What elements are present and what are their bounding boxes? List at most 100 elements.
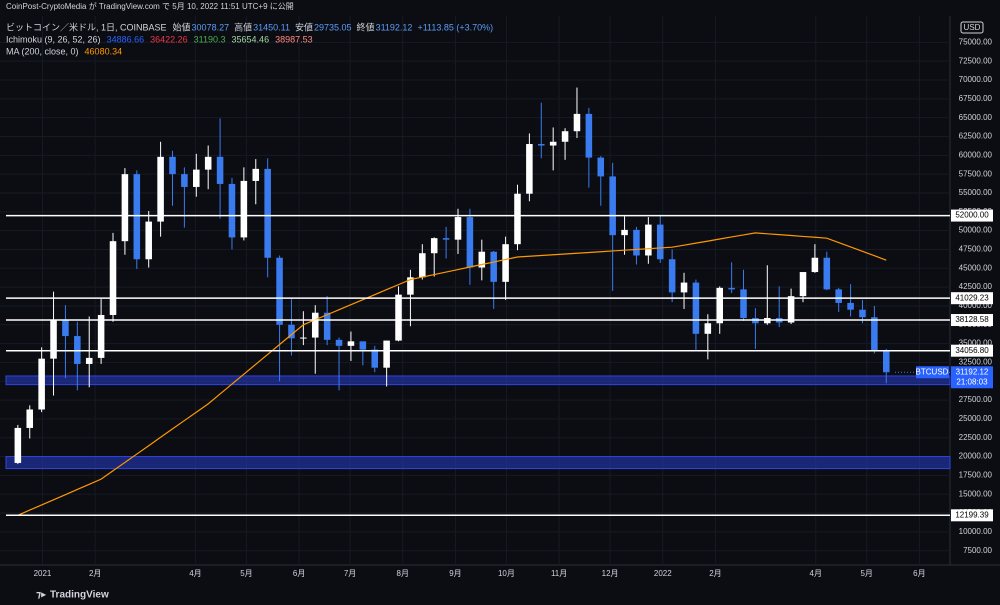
level-label-box (951, 509, 993, 522)
candle-body (300, 337, 307, 339)
candle-body (276, 257, 283, 325)
level-label-box (951, 314, 993, 327)
y-tick-label: 47500.00 (959, 245, 993, 254)
x-tick-label: 5月 (240, 569, 252, 578)
ohlc-value: 30078.27 (192, 22, 230, 32)
level-label: 41029.23 (955, 293, 989, 302)
candle-body (371, 349, 379, 368)
ohlc-value: 31192.12 (376, 22, 413, 32)
candle-body (692, 282, 700, 334)
candle-body (787, 296, 795, 323)
candle-body (799, 272, 807, 297)
footer-brand: TradingView (50, 590, 109, 601)
candle-body (204, 156, 212, 170)
candle-body (193, 169, 200, 187)
candle-body (442, 238, 450, 240)
candle-body (454, 217, 462, 240)
y-tick-label: 7500.00 (963, 546, 992, 555)
candle-body (62, 319, 69, 337)
candle-body (716, 287, 723, 324)
candle-body (645, 224, 652, 256)
ma-name: MA (200, close, 0) (6, 46, 79, 56)
candle-body (585, 113, 593, 158)
level-label-box (951, 292, 993, 305)
candle-body (859, 309, 866, 318)
candle-body (514, 193, 521, 245)
candle-body (538, 144, 545, 146)
candle-body (85, 357, 93, 364)
countdown: 21:08:03 (956, 377, 988, 386)
y-tick-label: 35000.00 (959, 339, 993, 348)
ma-line (17, 232, 887, 516)
level-label: 12199.39 (955, 510, 989, 519)
candle-body (490, 251, 497, 282)
x-tick-label: 9月 (449, 569, 461, 578)
plot-area (0, 16, 951, 565)
y-tick-label: 10000.00 (959, 527, 993, 536)
zone (5, 456, 951, 470)
x-tick-label: 10月 (498, 569, 515, 578)
candle-body (668, 259, 676, 293)
footer-logo: ⁊▸ (36, 590, 46, 601)
y-tick-label: 25000.00 (959, 414, 993, 423)
candle-body (26, 409, 34, 428)
x-tick-label: 8月 (397, 569, 409, 578)
chart-title: ビットコイン／米ドル, 1日, COINBASE (6, 21, 167, 32)
change: +1113.85 (+3.70%) (417, 22, 493, 32)
ichimoku-value: 36422.26 (150, 34, 188, 44)
candle-body (383, 340, 390, 368)
candle-body (121, 174, 129, 242)
candle-body (133, 174, 141, 260)
candle-body (109, 241, 117, 315)
candle-body (871, 317, 878, 351)
candle-body (430, 238, 438, 254)
y-tick-label: 67500.00 (959, 94, 993, 103)
candle-body (323, 312, 331, 340)
y-tick-label: 70000.00 (959, 75, 993, 84)
y-tick-label: 42500.00 (959, 282, 993, 291)
published-note: CoinPost-CryptoMedia が TradingView.com で… (6, 1, 294, 11)
candle-body (811, 257, 819, 273)
y-tick-label: 60000.00 (959, 150, 993, 159)
candle-body (264, 168, 271, 258)
candle-body (97, 314, 105, 358)
y-tick-label: 22500.00 (959, 433, 993, 442)
candle-body (395, 294, 402, 341)
candle-body (466, 217, 474, 268)
x-tick-label: 11月 (551, 569, 567, 578)
candle-body (680, 282, 688, 293)
candle-body (621, 229, 628, 236)
candle-body (359, 341, 367, 350)
candle-body (502, 244, 509, 282)
ichimoku-value: 31190.3 (194, 34, 226, 44)
candle-body (288, 324, 295, 339)
y-tick-label: 50000.00 (959, 226, 993, 235)
candle-body (240, 180, 248, 238)
y-tick-label: 15000.00 (959, 489, 993, 498)
x-tick-label: 7月 (344, 569, 356, 578)
symbol-box (916, 366, 949, 379)
candle-body (216, 156, 224, 184)
ohlc-value: 31450.11 (253, 22, 290, 32)
ohlc-label: 始値 (173, 21, 191, 32)
x-tick-label: 2月 (709, 569, 721, 578)
y-tick-label: 40000.00 (959, 301, 993, 310)
candle-body (157, 156, 164, 222)
symbol: BTCUSD (916, 367, 949, 376)
x-tick-label: 2月 (89, 569, 101, 578)
level-label: 52000.00 (955, 211, 989, 220)
candle-body (882, 350, 890, 373)
candle-body (573, 113, 581, 132)
candle-body (728, 287, 735, 290)
candle-body (823, 257, 831, 290)
ohlc-label: 終値 (357, 21, 375, 32)
candle-body (419, 253, 426, 278)
ichimoku-name: Ichimoku (9, 26, 52, 26) (6, 34, 101, 44)
ohlc-value: 29735.05 (314, 22, 352, 32)
x-tick-label: 6月 (913, 569, 925, 578)
candle-body (38, 358, 45, 410)
currency: USD (964, 23, 981, 32)
y-tick-label: 62500.00 (959, 132, 993, 141)
